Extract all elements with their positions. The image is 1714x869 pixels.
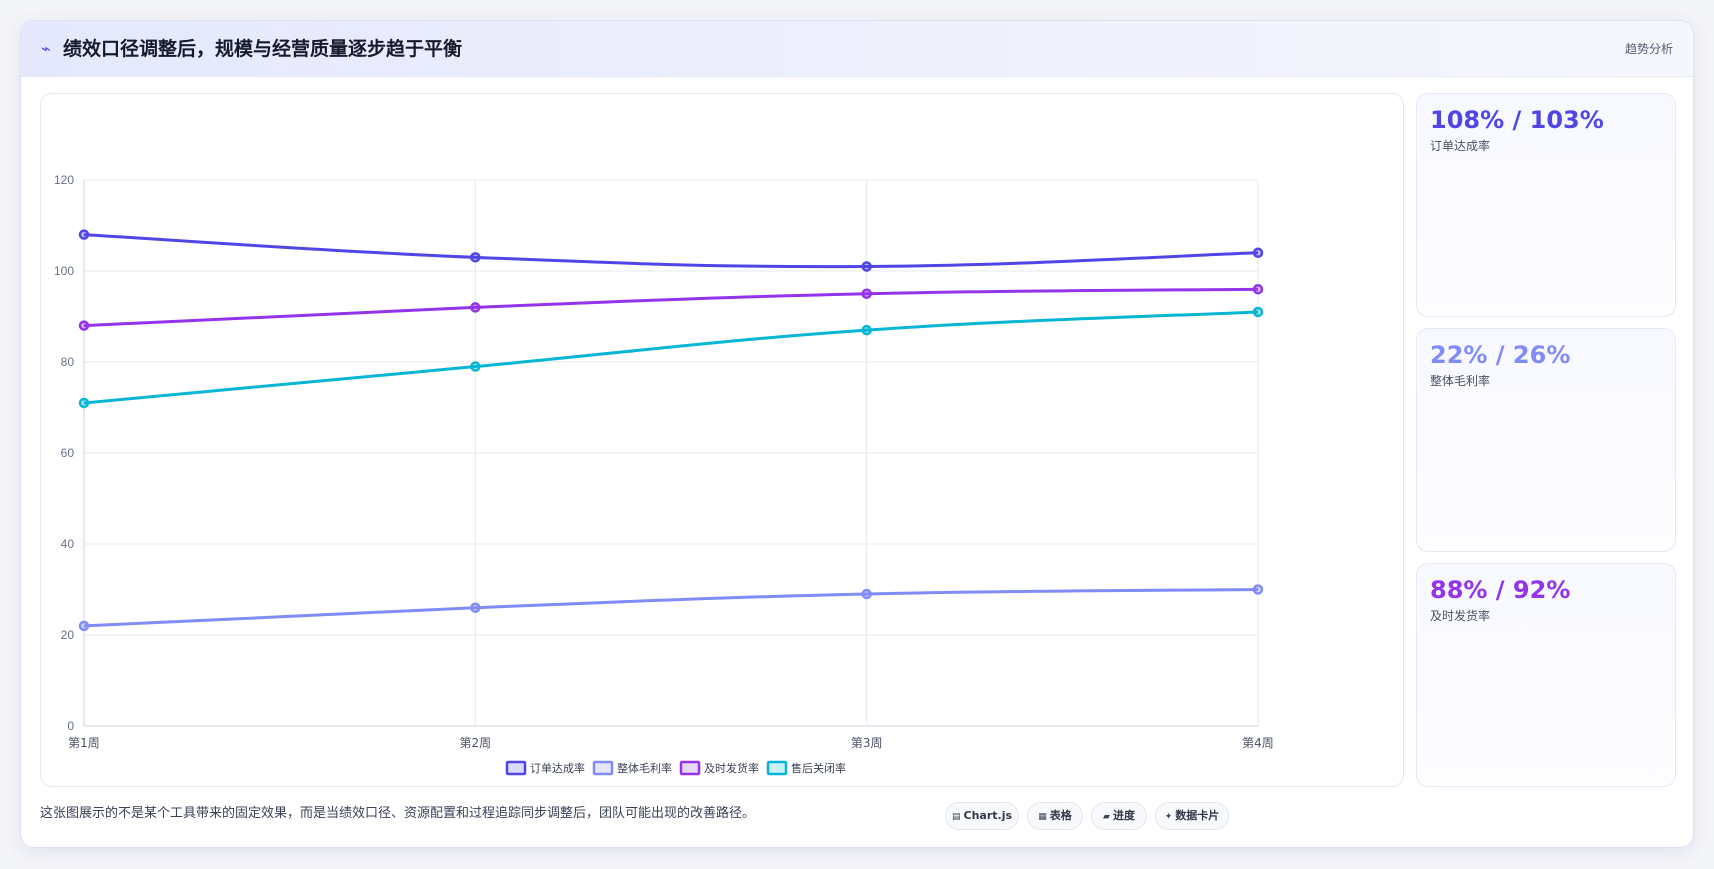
y-tick-label: 80 [61,355,75,369]
data-point [470,302,481,313]
legend-swatch [679,760,701,776]
chip-label: Chart.js [963,809,1013,822]
x-tick-label: 第4周 [1242,736,1274,750]
legend-swatch [766,760,788,776]
legend-swatch [505,760,527,776]
legend-item[interactable]: 售后关闭率 [766,760,846,776]
chip-label: 表格 [1049,809,1072,822]
dashboard-card: ⌁ 绩效口径调整后，规模与经营质量逐步趋于平衡 趋势分析 0 20 40 60 80 10… [20,20,1694,848]
data-point [861,588,872,600]
chip-table[interactable]: ▦ 表格 [1027,802,1083,830]
data-point [861,288,872,299]
legend-label: 订单达成率 [530,761,585,775]
footer-note: 这张图展示的不是某个工具带来的固定效果，而是当绩效口径、资源配置和过程追踪同步调… [40,806,756,821]
chip-data-card[interactable]: ✦ 数据卡片 [1155,802,1229,830]
chip-label: 数据卡片 [1175,809,1220,822]
y-tick-label: 0 [67,719,74,733]
metric-label: 及时发货率 [1430,609,1491,623]
page-title: 绩效口径调整后，规模与经营质量逐步趋于平衡 [63,38,463,60]
legend-swatch [592,760,614,776]
series-line [83,310,1259,405]
y-tick-label: 100 [54,264,74,278]
data-point [1252,283,1264,295]
card-header: ⌁ 绩效口径调整后，规模与经营质量逐步趋于平衡 趋势分析 [21,21,1693,77]
legend-item[interactable]: 订单达成率 [505,760,585,776]
chip-chartjs[interactable]: ▤ Chart.js [945,802,1019,830]
series-line [83,588,1259,628]
chip-label: 进度 [1112,809,1135,822]
data-point [470,602,481,613]
metric-value: 108% / 103% [1430,106,1604,134]
trend-analysis-link[interactable]: 趋势分析 [1624,42,1673,56]
legend-item[interactable]: 及时发货率 [679,760,759,776]
data-point [1252,306,1264,318]
y-tick-label: 60 [61,446,75,460]
x-tick-label: 第3周 [851,736,883,750]
legend-label: 及时发货率 [704,761,759,775]
data-point [78,397,90,409]
x-tick-label: 第2周 [460,736,492,750]
chip-progress[interactable]: ▰ 进度 [1091,802,1147,830]
metric-card-order-rate: 108% / 103% 订单达成率 [1416,93,1676,317]
metric-card-on-time-shipping: 88% / 92% 及时发货率 [1416,563,1676,787]
trend-line-icon: ⌁ [41,39,51,58]
chart-icon: ▤ [951,812,961,822]
data-point [470,252,481,263]
legend-item[interactable]: 整体毛利率 [592,760,672,776]
progress-icon: ▰ [1103,812,1110,822]
series-line [83,287,1259,328]
metric-label: 整体毛利率 [1430,374,1491,388]
y-tick-label: 20 [61,628,75,642]
legend-label: 整体毛利率 [617,761,672,775]
metric-value: 22% / 26% [1430,341,1571,369]
series-line [83,233,1259,269]
data-point [78,620,90,632]
sparkle-icon: ✦ [1164,812,1173,822]
x-tick-label: 第1周 [68,736,100,750]
data-point [1252,584,1264,595]
metric-sidebar: 108% / 103% 订单达成率 22% / 26% 整体毛利率 88% / … [1416,93,1676,787]
y-tick-label: 120 [54,173,74,187]
data-point [861,261,872,272]
metric-label: 订单达成率 [1430,139,1491,153]
data-point [1252,247,1264,259]
legend-label: 售后关闭率 [791,761,846,775]
data-point [78,320,90,331]
table-icon: ▦ [1038,812,1047,822]
metric-value: 88% / 92% [1430,576,1571,604]
chart-panel: 0 20 40 60 80 100 120 第1周 第2周 第3周 第4周订单达成率 整体毛利率 及时发… [40,93,1404,787]
metric-card-gross-margin: 22% / 26% 整体毛利率 [1416,328,1676,552]
data-point [470,361,481,372]
y-tick-label: 40 [61,537,75,551]
data-point [861,324,872,336]
data-point [78,229,90,240]
